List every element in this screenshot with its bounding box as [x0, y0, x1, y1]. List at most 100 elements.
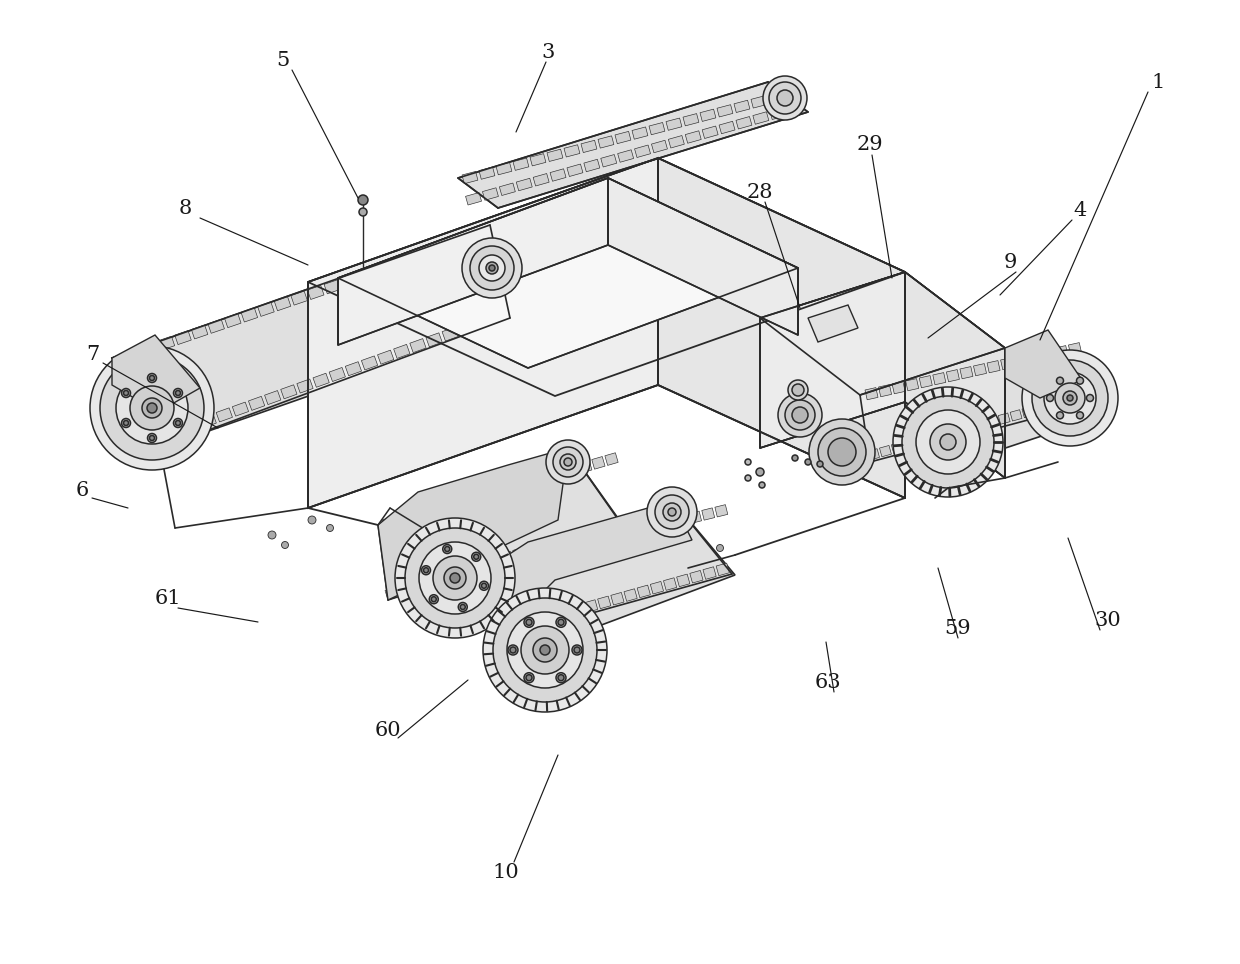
Polygon shape: [232, 402, 248, 416]
Polygon shape: [577, 527, 590, 540]
Circle shape: [326, 524, 334, 531]
Polygon shape: [564, 145, 580, 157]
Circle shape: [558, 619, 564, 626]
Polygon shape: [167, 425, 184, 440]
Text: 10: 10: [492, 863, 520, 881]
Circle shape: [1086, 394, 1094, 401]
Polygon shape: [151, 431, 167, 445]
Circle shape: [176, 420, 181, 425]
Polygon shape: [308, 158, 905, 396]
Circle shape: [521, 626, 569, 674]
Circle shape: [433, 556, 477, 600]
Polygon shape: [526, 544, 538, 556]
Polygon shape: [216, 408, 232, 422]
Text: 61: 61: [155, 588, 181, 607]
Circle shape: [777, 90, 794, 106]
Circle shape: [668, 508, 676, 516]
Circle shape: [429, 595, 438, 603]
Polygon shape: [651, 141, 667, 152]
Polygon shape: [440, 240, 456, 254]
Polygon shape: [465, 193, 481, 205]
Polygon shape: [558, 544, 570, 555]
Circle shape: [785, 400, 815, 430]
Polygon shape: [500, 483, 513, 495]
Polygon shape: [658, 158, 905, 498]
Circle shape: [508, 645, 518, 655]
Polygon shape: [683, 114, 699, 126]
Polygon shape: [866, 388, 878, 400]
Circle shape: [1055, 383, 1085, 413]
Circle shape: [1076, 377, 1084, 385]
Polygon shape: [296, 379, 314, 393]
Circle shape: [281, 542, 289, 549]
Polygon shape: [175, 331, 191, 344]
Polygon shape: [591, 457, 605, 469]
Text: 63: 63: [815, 673, 841, 691]
Circle shape: [717, 545, 723, 551]
Circle shape: [556, 673, 565, 683]
Polygon shape: [248, 396, 264, 411]
Circle shape: [745, 475, 751, 481]
Polygon shape: [1011, 410, 1022, 421]
Polygon shape: [482, 188, 498, 201]
Polygon shape: [424, 246, 440, 260]
Polygon shape: [518, 618, 532, 630]
Polygon shape: [513, 479, 526, 492]
Polygon shape: [492, 626, 506, 638]
Polygon shape: [676, 515, 688, 526]
Polygon shape: [475, 315, 491, 330]
Polygon shape: [312, 373, 330, 388]
Circle shape: [122, 418, 130, 427]
Polygon shape: [600, 154, 616, 167]
Circle shape: [787, 380, 808, 400]
Polygon shape: [448, 498, 461, 511]
Polygon shape: [329, 367, 346, 382]
Circle shape: [459, 602, 467, 611]
Polygon shape: [409, 338, 427, 353]
Polygon shape: [224, 313, 241, 328]
Circle shape: [1056, 412, 1064, 418]
Polygon shape: [584, 537, 596, 549]
Polygon shape: [861, 348, 1090, 468]
Polygon shape: [408, 509, 422, 522]
Polygon shape: [1014, 355, 1027, 366]
Polygon shape: [946, 369, 960, 382]
Circle shape: [494, 598, 596, 702]
Polygon shape: [1055, 346, 1068, 358]
Polygon shape: [513, 158, 529, 171]
Polygon shape: [291, 291, 308, 305]
Polygon shape: [544, 547, 557, 559]
Polygon shape: [264, 390, 281, 405]
Polygon shape: [496, 163, 512, 174]
Polygon shape: [702, 508, 714, 521]
Circle shape: [553, 447, 583, 477]
Polygon shape: [717, 563, 729, 576]
Text: 59: 59: [945, 619, 971, 637]
Circle shape: [479, 255, 505, 281]
Circle shape: [422, 566, 430, 575]
Polygon shape: [1001, 358, 1013, 370]
Polygon shape: [879, 385, 892, 397]
Polygon shape: [973, 363, 987, 376]
Polygon shape: [516, 178, 532, 191]
Circle shape: [463, 238, 522, 298]
Polygon shape: [734, 100, 750, 113]
Circle shape: [470, 246, 515, 290]
Text: 30: 30: [1095, 610, 1121, 629]
Polygon shape: [582, 141, 596, 152]
Polygon shape: [939, 429, 951, 441]
Polygon shape: [962, 423, 975, 434]
Polygon shape: [341, 274, 357, 288]
Circle shape: [268, 531, 277, 539]
Polygon shape: [475, 559, 487, 572]
Polygon shape: [677, 575, 689, 587]
Polygon shape: [112, 225, 539, 448]
Polygon shape: [200, 414, 216, 428]
Circle shape: [1044, 372, 1096, 424]
Circle shape: [100, 356, 205, 460]
Polygon shape: [308, 158, 658, 508]
Polygon shape: [518, 553, 531, 565]
Circle shape: [122, 388, 130, 397]
Polygon shape: [393, 344, 410, 359]
Circle shape: [525, 673, 534, 683]
